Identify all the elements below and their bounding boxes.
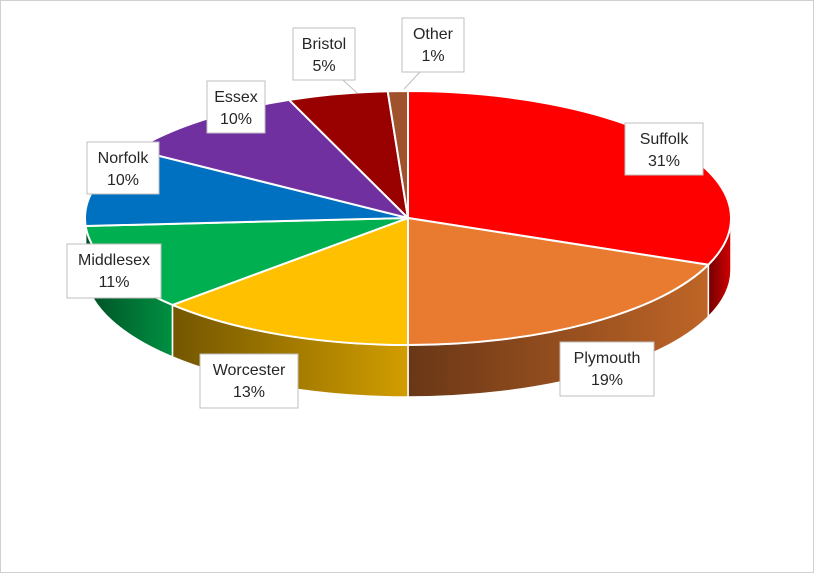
data-label-norfolk: Norfolk 10% [86,141,160,195]
data-label-box [199,353,299,409]
data-label-value: 19% [591,372,623,389]
slice-worcester [171,217,409,346]
data-label-value: 31% [648,153,680,170]
pie-top-faces [84,90,732,346]
data-label-value: 10% [220,111,252,128]
data-label-essex: Essex 10% [206,80,266,134]
data-label-box [401,17,465,73]
data-label-worcester: Worcester 13% [199,353,299,409]
data-label-category: Worcester [213,362,286,379]
data-label-box [559,341,655,397]
data-label-box [66,243,162,299]
data-label-category: Other [413,26,454,43]
data-label-category: Bristol [302,36,346,53]
data-label-value: 11% [99,274,130,291]
data-label-category: Plymouth [574,350,641,367]
data-label-category: Middlesex [78,252,150,269]
data-label-middlesex: Middlesex 11% [66,243,162,299]
data-label-plymouth: Plymouth 19% [559,341,655,397]
slice-other [386,90,409,219]
data-label-category: Norfolk [98,150,150,167]
data-label-box [206,80,266,134]
data-label-box [624,122,704,176]
data-label-category: Suffolk [640,131,690,148]
data-label-value: 1% [421,48,444,65]
data-label-value: 13% [233,384,265,401]
data-label-box [86,141,160,195]
data-labels: Suffolk 31% Plymouth 19% Worcester 13% Middles… [66,17,704,409]
data-label-bristol: Bristol 5% [292,27,358,94]
data-label-value: 10% [107,172,139,189]
data-label-value: 5% [312,58,335,75]
data-label-other: Other 1% [401,17,465,90]
leader-line [342,79,358,94]
data-label-suffolk: Suffolk 31% [624,122,704,176]
leader-line [403,71,421,90]
slice-plymouth [407,217,710,346]
data-label-category: Essex [214,89,258,106]
data-label-box [292,27,356,81]
